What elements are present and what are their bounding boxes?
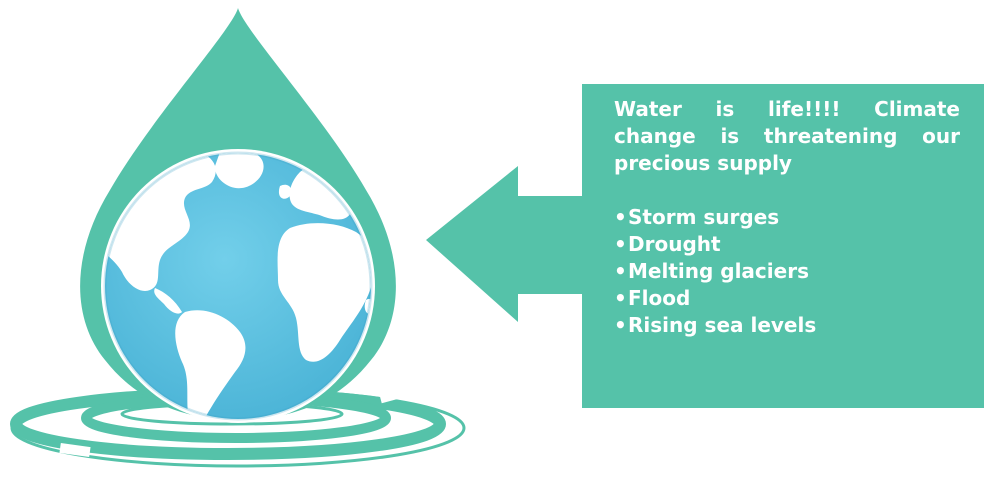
list-item: •Melting glaciers (614, 258, 960, 285)
list-item-label: Rising sea levels (628, 313, 817, 337)
hazard-list: •Storm surges •Drought •Melting glaciers… (614, 204, 960, 339)
list-item-label: Flood (628, 286, 691, 310)
list-item-label: Drought (628, 232, 721, 256)
bullet: • (614, 259, 627, 283)
bullet: • (614, 232, 627, 256)
list-item: •Storm surges (614, 204, 960, 231)
bullet: • (614, 313, 627, 337)
callout-heading: Water is life!!!! Climate change is thre… (614, 97, 960, 175)
list-item: •Flood (614, 285, 960, 312)
callout-box: Water is life!!!! Climate change is thre… (582, 84, 984, 408)
list-item-label: Melting glaciers (628, 259, 809, 283)
earth-globe-icon (101, 149, 375, 423)
list-item-label: Storm surges (628, 205, 780, 229)
list-item: •Drought (614, 231, 960, 258)
arrow-left-icon (426, 166, 590, 322)
list-item: •Rising sea levels (614, 312, 960, 339)
bullet: • (614, 286, 627, 310)
bullet: • (614, 205, 627, 229)
